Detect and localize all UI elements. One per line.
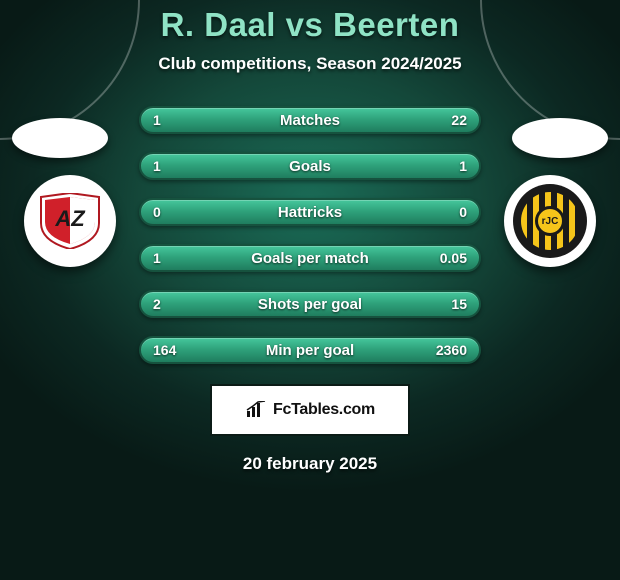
stat-right-value: 2360 — [436, 342, 467, 358]
stat-label: Shots per goal — [258, 296, 362, 313]
stat-bar: 1 Matches 22 — [139, 106, 481, 134]
brand-text: FcTables.com — [273, 401, 375, 419]
bar-chart-icon — [245, 401, 267, 419]
stat-right-value: 0.05 — [440, 250, 467, 266]
stat-label: Hattricks — [278, 204, 342, 221]
footer-date: 20 february 2025 — [243, 454, 377, 474]
page-subtitle: Club competitions, Season 2024/2025 — [158, 54, 461, 74]
stat-left-value: 1 — [153, 112, 161, 128]
stat-label: Goals — [289, 158, 331, 175]
stat-right-value: 0 — [459, 204, 467, 220]
stat-bar: 1 Goals 1 — [139, 152, 481, 180]
stat-right-value: 15 — [451, 296, 467, 312]
stat-label: Goals per match — [251, 250, 369, 267]
stat-bar: 0 Hattricks 0 — [139, 198, 481, 226]
stat-label: Matches — [280, 112, 340, 129]
stat-left-value: 2 — [153, 296, 161, 312]
stat-label: Min per goal — [266, 342, 354, 359]
stat-bar: 1 Goals per match 0.05 — [139, 244, 481, 272]
stat-right-value: 22 — [451, 112, 467, 128]
stat-left-value: 164 — [153, 342, 176, 358]
stat-left-value: 1 — [153, 158, 161, 174]
stat-right-value: 1 — [459, 158, 467, 174]
page-title: R. Daal vs Beerten — [161, 6, 460, 44]
stat-bar: 164 Min per goal 2360 — [139, 336, 481, 364]
stats-bars: 1 Matches 22 1 Goals 1 0 Hattricks 0 1 Goals per m… — [139, 106, 481, 364]
brand-box: FcTables.com — [210, 384, 410, 436]
stat-bar: 2 Shots per goal 15 — [139, 290, 481, 318]
stat-left-value: 1 — [153, 250, 161, 266]
stat-left-value: 0 — [153, 204, 161, 220]
